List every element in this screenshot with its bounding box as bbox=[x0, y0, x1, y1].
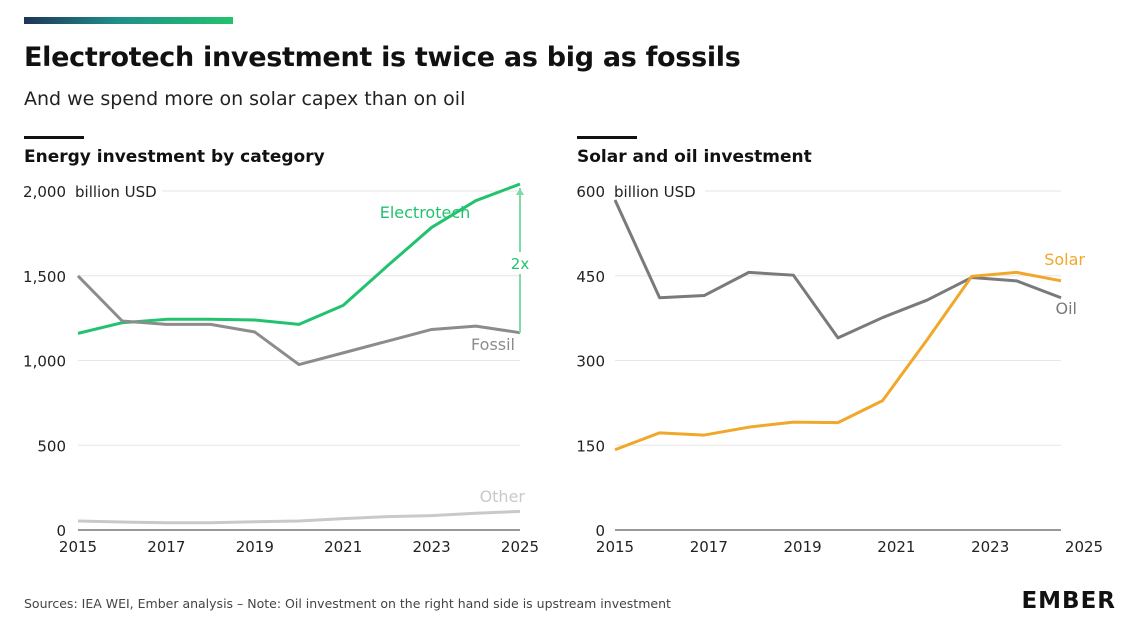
page-subtitle: And we spend more on solar capex than on… bbox=[24, 88, 466, 110]
y-axis-unit-label: billion USD bbox=[75, 183, 157, 201]
series-line-electrotech bbox=[77, 182, 521, 335]
chart-title-rule-right bbox=[577, 136, 637, 139]
x-tick-label: 2025 bbox=[1065, 538, 1103, 556]
y-tick-label: 500 bbox=[37, 437, 66, 455]
annotation-label: 2x bbox=[511, 255, 530, 273]
series-line-other bbox=[77, 509, 521, 525]
series-label-solar: Solar bbox=[1044, 250, 1085, 269]
series-label-electrotech: Electrotech bbox=[380, 203, 471, 222]
source-note: Sources: IEA WEI, Ember analysis – Note:… bbox=[24, 596, 671, 611]
x-tick-label: 2023 bbox=[413, 538, 451, 556]
x-tick-label: 2025 bbox=[501, 538, 539, 556]
x-tick-label: 2021 bbox=[324, 538, 362, 556]
x-tick-label: 2019 bbox=[784, 538, 822, 556]
ember-logo: EMBER bbox=[1021, 588, 1116, 614]
series-label-fossil: Fossil bbox=[471, 335, 515, 354]
chart-title-right: Solar and oil investment bbox=[577, 147, 812, 167]
y-axis-unit-label: billion USD bbox=[614, 183, 696, 201]
y-tick-label: 1,000 bbox=[23, 353, 66, 371]
x-tick-label: 2017 bbox=[147, 538, 185, 556]
series-label-oil: Oil bbox=[1056, 299, 1077, 318]
y-tick-label: 0 bbox=[56, 522, 66, 540]
y-tick-label: 1,500 bbox=[23, 268, 66, 286]
y-tick-label: 0 bbox=[595, 522, 605, 540]
series-label-other: Other bbox=[480, 487, 526, 506]
annotation-label-bg bbox=[508, 252, 532, 274]
page-title: Electrotech investment is twice as big a… bbox=[24, 42, 741, 73]
y-tick-label: 150 bbox=[576, 437, 605, 455]
chart-title-rule-left bbox=[24, 136, 84, 139]
x-tick-label: 2019 bbox=[236, 538, 274, 556]
y-tick-label: 450 bbox=[576, 268, 605, 286]
chart-title-left: Energy investment by category bbox=[24, 147, 325, 167]
series-line-oil bbox=[613, 199, 1062, 340]
x-tick-label: 2015 bbox=[596, 538, 634, 556]
x-tick-label: 2015 bbox=[59, 538, 97, 556]
x-tick-label: 2021 bbox=[877, 538, 915, 556]
series-line-solar bbox=[614, 270, 1062, 452]
x-tick-label: 2017 bbox=[690, 538, 728, 556]
brand-accent-bar bbox=[24, 17, 233, 24]
y-tick-label: 600 bbox=[576, 183, 605, 201]
series-line-fossil bbox=[76, 274, 521, 367]
y-tick-label: 300 bbox=[576, 353, 605, 371]
y-tick-label: 2,000 bbox=[23, 183, 66, 201]
annotation-arrow-head bbox=[516, 188, 524, 196]
x-tick-label: 2023 bbox=[971, 538, 1009, 556]
